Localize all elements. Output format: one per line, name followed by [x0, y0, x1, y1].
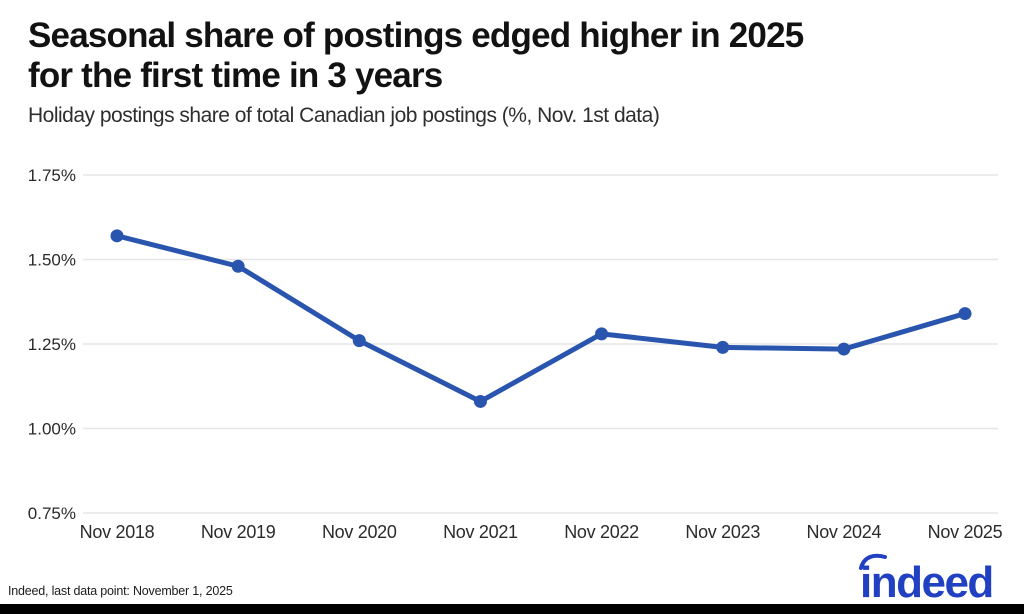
- chart-header: Seasonal share of postings edged higher …: [28, 16, 988, 128]
- x-axis-tick-label: Nov 2021: [443, 522, 518, 542]
- x-axis-tick-label: Nov 2024: [807, 522, 882, 542]
- bottom-brand-bar: [0, 604, 1024, 614]
- chart-title-line2: for the first time in 3 years: [28, 56, 443, 95]
- chart-title: Seasonal share of postings edged higher …: [28, 16, 988, 96]
- indeed-logo: indeed: [859, 553, 994, 601]
- data-point: [231, 259, 245, 273]
- data-point: [716, 340, 730, 354]
- data-point: [473, 394, 487, 408]
- data-point: [110, 229, 124, 243]
- x-axis-tick-label: Nov 2018: [80, 522, 155, 542]
- y-axis-tick-label: 1.00%: [28, 420, 76, 439]
- data-point: [837, 342, 851, 356]
- y-axis-tick-label: 1.25%: [28, 335, 76, 354]
- source-note: Indeed, last data point: November 1, 202…: [8, 584, 233, 598]
- y-axis-tick-label: 1.50%: [28, 251, 76, 270]
- indeed-logo-swoosh-icon: [859, 553, 887, 570]
- y-axis-tick-label: 1.75%: [28, 166, 76, 185]
- x-axis-tick-label: Nov 2022: [564, 522, 639, 542]
- chart-subtitle: Holiday postings share of total Canadian…: [28, 104, 660, 127]
- x-axis-tick-label: Nov 2025: [928, 522, 1003, 542]
- series-line: [114, 233, 968, 404]
- chart-title-line1: Seasonal share of postings edged higher …: [28, 16, 804, 55]
- data-point: [352, 334, 366, 348]
- x-axis-tick-label: Nov 2020: [322, 522, 397, 542]
- x-axis-tick-label: Nov 2023: [685, 522, 760, 542]
- x-axis-tick-label: Nov 2019: [201, 522, 276, 542]
- indeed-logo-text: indeed: [860, 558, 993, 601]
- data-point: [958, 307, 972, 321]
- data-point: [595, 327, 609, 341]
- y-axis-tick-label: 0.75%: [28, 504, 76, 523]
